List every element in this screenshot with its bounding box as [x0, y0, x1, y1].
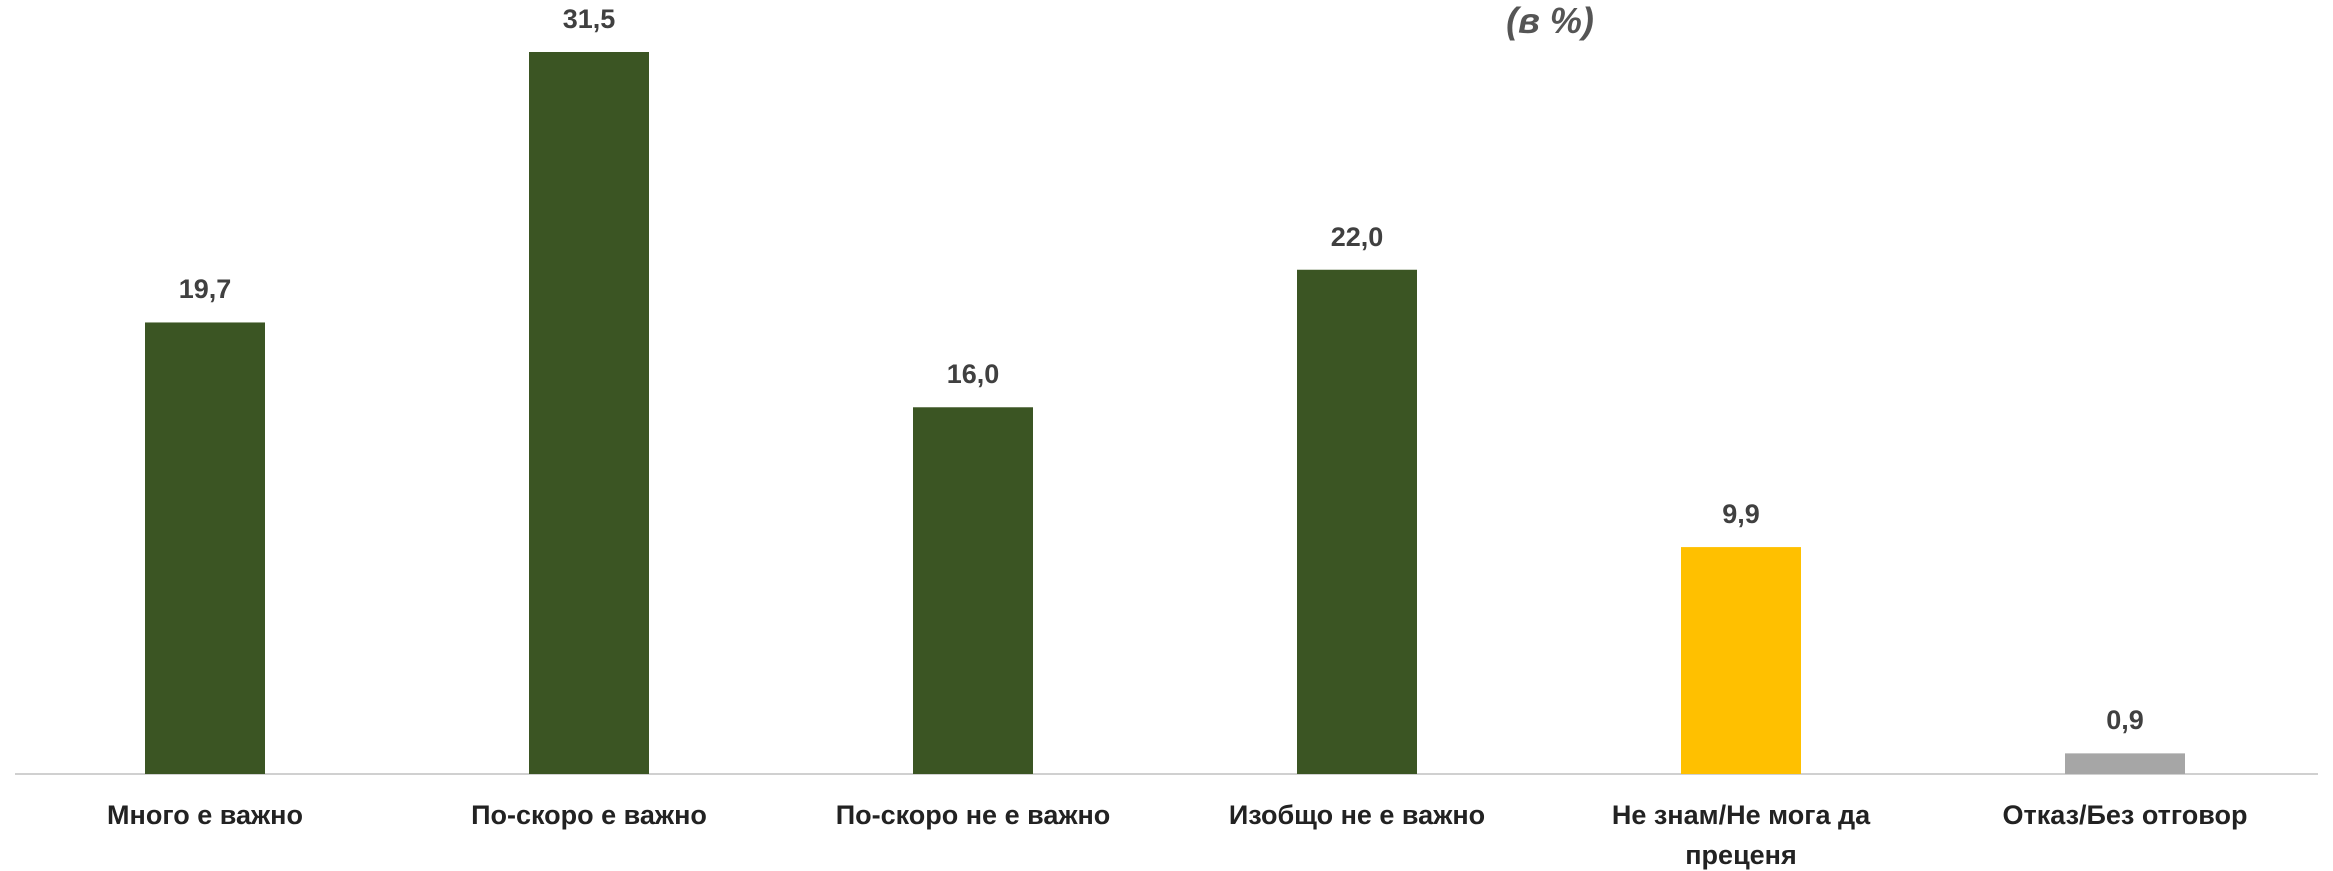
value-label: 16,0: [946, 359, 1000, 390]
bar: [1297, 269, 1417, 774]
x-tick-label: По-скоро е важно: [471, 800, 707, 830]
x-tick-label: Отказ/Без отговор: [2002, 800, 2248, 830]
value-label: 0,9: [2106, 705, 2144, 736]
chart-title: (в %): [1506, 0, 1594, 41]
x-tick-label: Много е важно: [107, 800, 303, 830]
x-tick-label: Изобщо не е важно: [1228, 800, 1486, 830]
bar: [529, 52, 649, 774]
bar: [913, 407, 1033, 774]
bar: [145, 322, 265, 774]
x-tick-label: Не знам/Не мога да преценя: [1611, 800, 1871, 870]
value-label: 22,0: [1330, 221, 1384, 252]
x-tick-label: По-скоро не е важно: [835, 800, 1111, 830]
value-label: 19,7: [178, 274, 232, 305]
value-label: 9,9: [1722, 499, 1760, 530]
bar: [1681, 547, 1801, 774]
bar: [2065, 753, 2185, 774]
value-label: 31,5: [562, 4, 616, 34]
